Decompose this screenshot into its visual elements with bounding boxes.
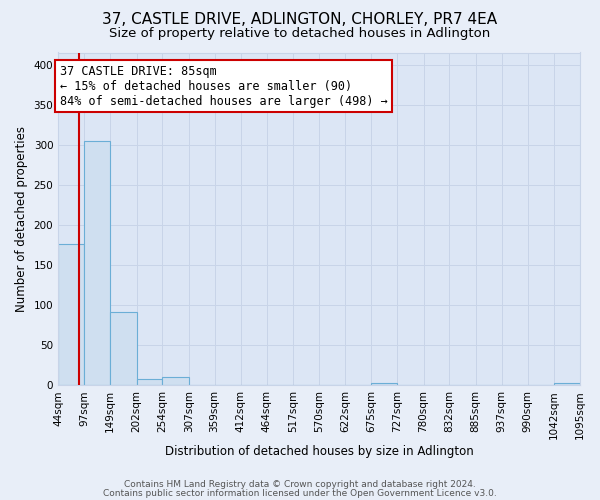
Bar bbox=[554, 383, 580, 386]
Text: Size of property relative to detached houses in Adlington: Size of property relative to detached ho… bbox=[109, 28, 491, 40]
Text: 37 CASTLE DRIVE: 85sqm
← 15% of detached houses are smaller (90)
84% of semi-det: 37 CASTLE DRIVE: 85sqm ← 15% of detached… bbox=[59, 64, 388, 108]
Bar bbox=[85, 141, 110, 386]
Bar bbox=[371, 383, 397, 386]
Bar bbox=[163, 378, 189, 386]
Bar bbox=[110, 312, 137, 386]
Bar bbox=[137, 379, 163, 386]
Text: 37, CASTLE DRIVE, ADLINGTON, CHORLEY, PR7 4EA: 37, CASTLE DRIVE, ADLINGTON, CHORLEY, PR… bbox=[103, 12, 497, 28]
Text: Contains public sector information licensed under the Open Government Licence v3: Contains public sector information licen… bbox=[103, 488, 497, 498]
X-axis label: Distribution of detached houses by size in Adlington: Distribution of detached houses by size … bbox=[165, 444, 473, 458]
Y-axis label: Number of detached properties: Number of detached properties bbox=[15, 126, 28, 312]
Text: Contains HM Land Registry data © Crown copyright and database right 2024.: Contains HM Land Registry data © Crown c… bbox=[124, 480, 476, 489]
Bar bbox=[58, 244, 85, 386]
